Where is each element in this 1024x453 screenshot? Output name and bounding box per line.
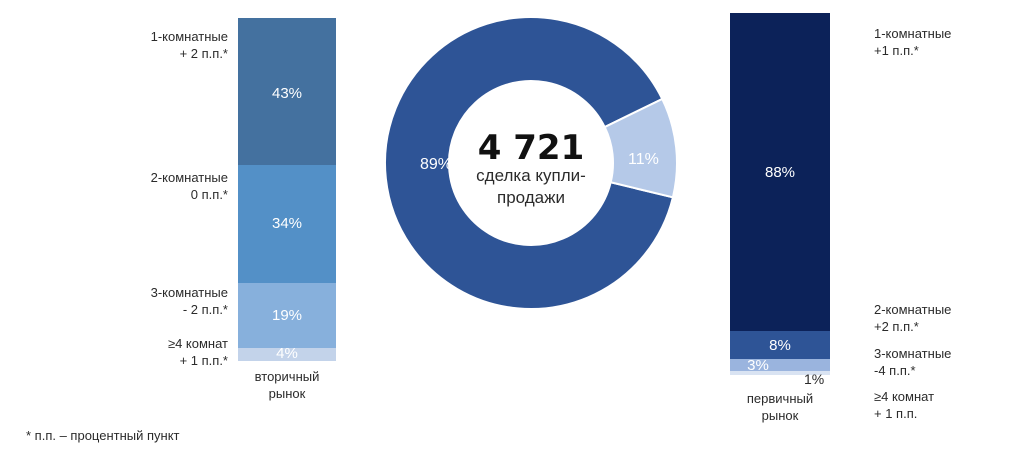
secondary-legend-3room-name: 3-комнатные: [150, 285, 228, 300]
secondary-market-label-line2: рынок: [268, 386, 306, 401]
secondary-value-3room: 19%: [271, 307, 303, 324]
secondary-legend-3room: 3-комнатные - 2 п.п.*: [151, 284, 228, 318]
primary-seg-1room: [730, 13, 830, 331]
primary-market-label-line1: первичный: [746, 391, 814, 406]
secondary-seg-2room: [238, 165, 336, 283]
primary-legend-2room-change: +2 п.п.*: [874, 319, 919, 334]
secondary-legend-3room-change: - 2 п.п.*: [182, 302, 228, 317]
secondary-value-4room: 4%: [276, 345, 298, 362]
secondary-bar: [238, 18, 336, 361]
secondary-seg-3room: [238, 283, 336, 348]
primary-legend-1room-name: 1-комнатные: [874, 26, 952, 41]
secondary-legend-4room-change: + 1 п.п.*: [179, 353, 228, 368]
donut-chart: 89% 11% 4 721 сделка купли- продажи: [384, 16, 678, 310]
secondary-legend-4room: ≥4 комнат + 1 п.п.*: [168, 335, 228, 369]
primary-seg-2room: [730, 331, 830, 359]
primary-value-1room: 88%: [764, 164, 796, 181]
primary-legend-2room-name: 2-комнатные: [874, 302, 952, 317]
donut-label-11: 11%: [628, 151, 659, 168]
donut-total-value: 4 721: [478, 128, 584, 168]
primary-bar: [730, 13, 830, 375]
secondary-seg-1room: [238, 18, 336, 165]
primary-market-label-line2: рынок: [761, 408, 799, 423]
donut-slice-89: [384, 16, 675, 310]
secondary-legend-2room-change: 0 п.п.*: [190, 187, 228, 202]
secondary-legend-4room-name: ≥4 комнат: [167, 336, 228, 351]
primary-seg-3room: [730, 359, 830, 371]
primary-legend-3room-change: -4 п.п.*: [874, 363, 916, 378]
primary-value-2room: 8%: [769, 337, 791, 354]
secondary-value-2room: 34%: [271, 215, 303, 232]
primary-value-4room: 1%: [804, 371, 825, 387]
donut-total-label-line1: сделка купли-: [476, 166, 586, 185]
primary-legend-4room: ≥4 комнат + 1 п.п.: [874, 388, 934, 422]
secondary-seg-4room: [238, 348, 336, 361]
donut-total-label-line2: продажи: [497, 188, 565, 207]
donut-label-89: 89%: [420, 156, 452, 173]
primary-legend-3room: 3-комнатные -4 п.п.*: [874, 345, 951, 379]
secondary-legend-1room-name: 1-комнатные: [150, 29, 228, 44]
secondary-value-1room: 43%: [271, 85, 303, 102]
secondary-legend-2room-name: 2-комнатные: [150, 170, 228, 185]
primary-market-chart: 88% 8% 3% 1% первичный рынок 1-комнатные…: [700, 0, 1024, 430]
secondary-market-chart: 43% 34% 19% 4% 1-комнатные + 2 п.п.* 2-к…: [0, 0, 400, 410]
secondary-market-label: вторичный рынок: [232, 368, 342, 402]
primary-legend-1room: 1-комнатные +1 п.п.*: [874, 25, 951, 59]
primary-legend-2room: 2-комнатные +2 п.п.*: [874, 301, 951, 335]
secondary-legend-1room: 1-комнатные + 2 п.п.*: [151, 28, 228, 62]
primary-market-label: первичный рынок: [725, 390, 835, 424]
secondary-market-label-line1: вторичный: [254, 369, 320, 384]
secondary-legend-2room: 2-комнатные 0 п.п.*: [151, 169, 228, 203]
primary-legend-4room-name: ≥4 комнат: [874, 389, 935, 404]
donut-slice-11: [603, 97, 678, 199]
primary-legend-3room-name: 3-комнатные: [874, 346, 952, 361]
primary-value-3room: 3%: [747, 357, 769, 374]
secondary-legend-1room-change: + 2 п.п.*: [179, 46, 228, 61]
primary-seg-4room: [730, 371, 830, 375]
primary-legend-4room-change: + 1 п.п.: [874, 406, 918, 421]
primary-legend-1room-change: +1 п.п.*: [874, 43, 919, 58]
footnote: * п.п. – процентный пункт: [26, 428, 180, 443]
